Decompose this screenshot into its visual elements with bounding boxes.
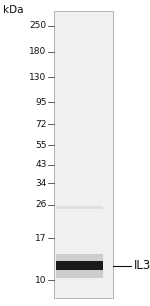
Text: kDa: kDa: [3, 5, 24, 15]
Text: 26: 26: [35, 200, 46, 209]
Text: 55: 55: [35, 141, 46, 150]
Bar: [56, 206, 103, 209]
Text: 34: 34: [35, 179, 46, 188]
Text: 10: 10: [35, 276, 46, 285]
Bar: [56, 254, 103, 278]
Bar: [54, 11, 112, 298]
Text: IL37: IL37: [134, 259, 150, 272]
Text: 17: 17: [35, 234, 46, 243]
Text: 43: 43: [35, 160, 46, 169]
Bar: [56, 261, 103, 270]
Text: 130: 130: [29, 73, 46, 82]
Text: 250: 250: [29, 21, 46, 30]
Text: 95: 95: [35, 98, 46, 107]
Text: 180: 180: [29, 47, 46, 56]
Text: 72: 72: [35, 120, 46, 129]
